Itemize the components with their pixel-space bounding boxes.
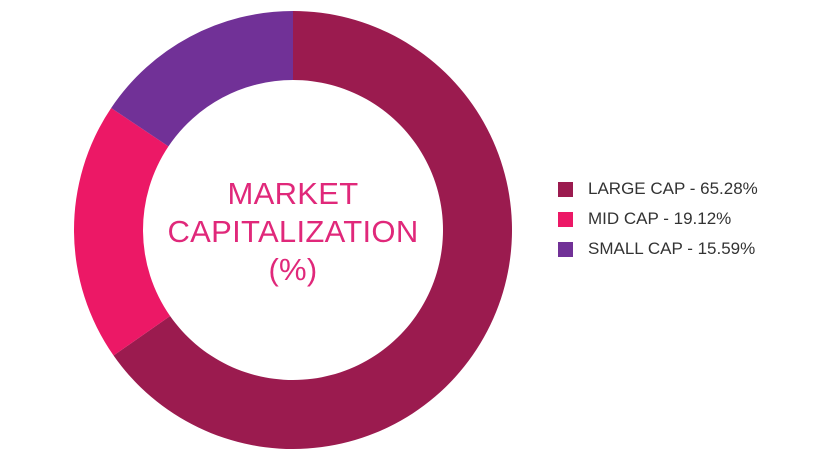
legend-item-small-cap: SMALL CAP - 15.59% bbox=[558, 234, 758, 264]
legend-label-small-cap: SMALL CAP - 15.59% bbox=[588, 239, 756, 258]
legend-label-large-cap: LARGE CAP - 65.28% bbox=[588, 179, 758, 198]
legend-item-mid-cap: MID CAP - 19.12% bbox=[558, 204, 758, 234]
chart-title: MARKET CAPITALIZATION (%) bbox=[143, 175, 443, 289]
chart-title-line-1: MARKET bbox=[227, 176, 359, 211]
chart-title-line-3: (%) bbox=[268, 252, 318, 287]
chart-legend: LARGE CAP - 65.28% MID CAP - 19.12% SMAL… bbox=[558, 174, 758, 264]
legend-label-mid-cap: MID CAP - 19.12% bbox=[588, 209, 732, 228]
legend-swatch-large-cap bbox=[558, 181, 573, 197]
chart-title-line-2: CAPITALIZATION bbox=[167, 214, 419, 249]
legend-item-large-cap: LARGE CAP - 65.28% bbox=[558, 174, 758, 204]
slice-small-cap bbox=[111, 11, 293, 147]
slice-large-cap bbox=[113, 11, 513, 450]
slice-mid-cap bbox=[73, 107, 171, 356]
legend-swatch-mid-cap bbox=[558, 211, 573, 227]
legend-swatch-small-cap bbox=[558, 241, 573, 257]
